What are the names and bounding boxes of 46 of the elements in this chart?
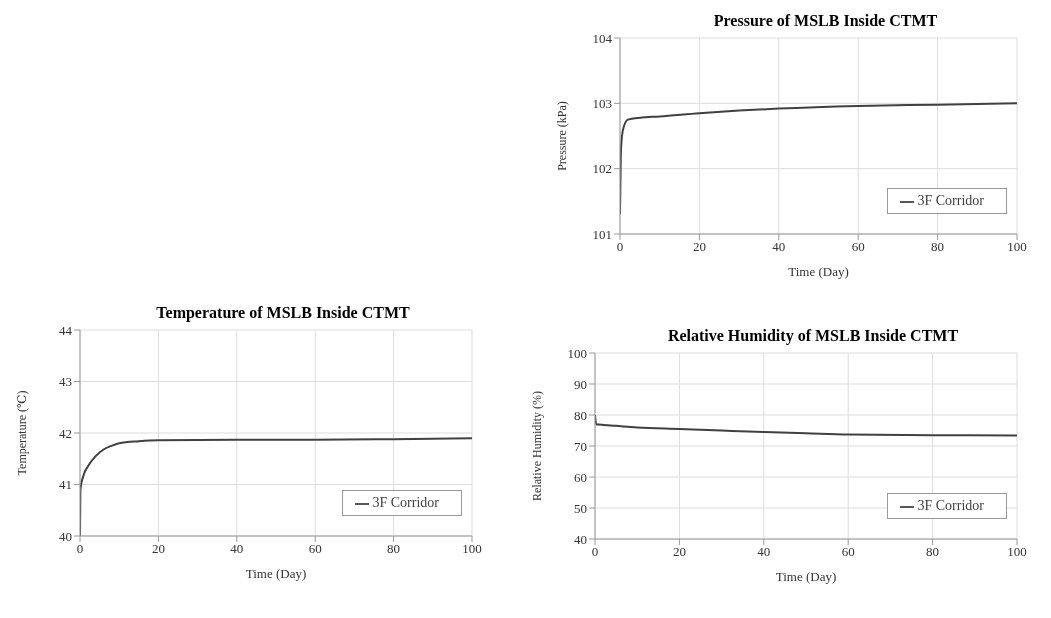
y-axis-title: Pressure (kPa) [555,101,570,171]
y-tick-label: 90 [574,376,587,392]
y-tick-label: 40 [574,531,587,547]
y-tick-label: 41 [59,477,72,493]
y-tick-label: 50 [574,500,587,516]
chart-title: Relative Humidity of MSLB Inside CTMT [666,327,960,345]
x-axis-title: Time (Day) [775,569,837,584]
y-tick-label: 101 [592,226,612,242]
chart-title: Pressure of MSLB Inside CTMT [712,12,939,30]
x-tick-label: 0 [591,544,599,560]
y-tick-label: 44 [59,322,73,338]
y-tick-label: 100 [567,345,587,361]
legend-label: 3F Corridor [917,193,984,208]
y-tick-label: 70 [574,438,587,454]
x-tick-label: 40 [772,239,786,255]
y-tick-label: 80 [574,407,587,423]
x-tick-label: 100 [1007,544,1027,560]
x-tick-label: 0 [616,239,624,255]
x-tick-label: 20 [692,239,706,255]
chart-title: Temperature of MSLB Inside CTMT [155,304,411,322]
x-tick-label: 100 [1007,239,1027,255]
legend-label: 3F Corridor [372,495,439,510]
x-tick-label: 60 [841,544,855,560]
x-tick-label: 80 [387,541,401,557]
x-axis-title: Time (Day) [788,264,849,279]
legend-label: 3F Corridor [917,498,984,513]
y-tick-label: 43 [59,374,72,390]
x-tick-label: 40 [230,541,244,557]
x-tick-label: 60 [851,239,865,255]
y-tick-label: 60 [574,469,587,485]
x-axis-title: Time (Day) [245,566,307,581]
x-tick-label: 100 [462,541,482,557]
x-tick-label: 60 [308,541,322,557]
x-tick-label: 0 [76,541,84,557]
y-tick-label: 104 [592,30,613,46]
x-tick-label: 20 [672,544,686,560]
y-tick-label: 102 [592,161,612,177]
y-tick-label: 103 [592,95,612,111]
y-tick-label: 42 [59,425,72,441]
x-tick-label: 40 [757,544,771,560]
y-axis-title: Relative Humidity (%) [530,391,545,501]
y-axis-title: Temperature (℃) [15,390,30,476]
x-tick-label: 80 [931,239,945,255]
x-tick-label: 20 [151,541,165,557]
y-tick-label: 40 [59,528,72,544]
x-tick-label: 80 [926,544,940,560]
